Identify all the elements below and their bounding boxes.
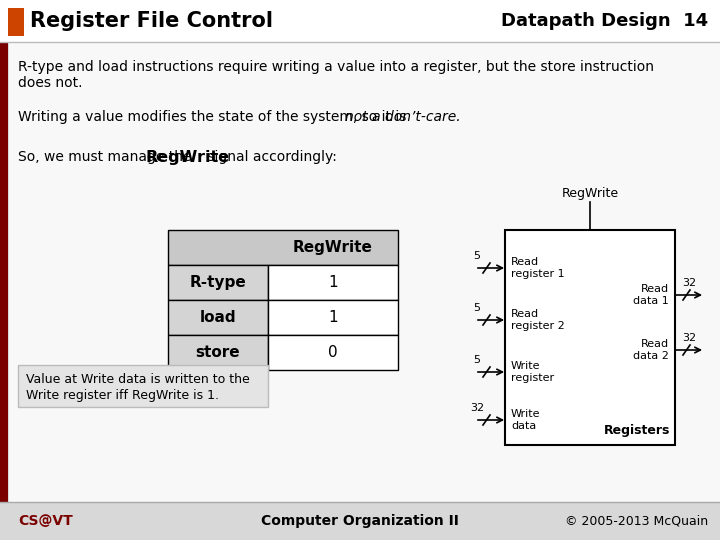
Text: 32: 32	[470, 403, 484, 413]
Text: Write
data: Write data	[511, 409, 541, 431]
Text: Read
data 2: Read data 2	[633, 339, 669, 361]
Text: 32: 32	[682, 278, 696, 288]
Bar	[18, 365, 268, 407]
Text: © 2005-2013 McQuain: © 2005-2013 McQuain	[565, 515, 708, 528]
Bar	[0, 0, 720, 42]
Bar	[8, 8, 24, 36]
Text: Read
register 1: Read register 1	[511, 257, 564, 279]
Text: 1: 1	[328, 275, 338, 290]
Text: R-type and load instructions require writing a value into a register, but the st: R-type and load instructions require wri…	[18, 60, 654, 74]
Text: RegWrite: RegWrite	[145, 150, 230, 165]
Text: signal accordingly:: signal accordingly:	[203, 150, 337, 164]
Text: 5: 5	[474, 251, 480, 261]
Text: load: load	[199, 310, 236, 325]
Text: Register File Control: Register File Control	[30, 11, 273, 31]
Bar	[505, 230, 675, 445]
Bar	[0, 42, 8, 502]
Text: Write register iff RegWrite is 1.: Write register iff RegWrite is 1.	[26, 389, 219, 402]
Text: So, we must manage the: So, we must manage the	[18, 150, 196, 164]
Text: Writing a value modifies the state of the system, so it is: Writing a value modifies the state of th…	[18, 110, 410, 124]
Text: RegWrite: RegWrite	[562, 187, 618, 200]
Text: Read
data 1: Read data 1	[634, 284, 669, 306]
Text: 5: 5	[474, 303, 480, 313]
Bar	[268, 265, 398, 300]
Text: does not.: does not.	[18, 76, 83, 90]
Text: 0: 0	[328, 345, 338, 360]
Text: Write
register: Write register	[511, 361, 554, 383]
Text: 32: 32	[682, 333, 696, 343]
Bar	[168, 300, 268, 335]
Text: Computer Organization II: Computer Organization II	[261, 514, 459, 528]
Text: Value at Write data is written to the: Value at Write data is written to the	[26, 373, 250, 386]
Bar	[268, 335, 398, 370]
Bar	[168, 265, 268, 300]
Text: CS@VT: CS@VT	[18, 514, 73, 528]
Text: Read
register 2: Read register 2	[511, 309, 564, 331]
Text: R-type: R-type	[189, 275, 246, 290]
Text: 1: 1	[328, 310, 338, 325]
Text: not a don’t-care.: not a don’t-care.	[346, 110, 461, 124]
Text: Datapath Design  14: Datapath Design 14	[501, 12, 708, 30]
Text: store: store	[196, 345, 240, 360]
Bar	[268, 300, 398, 335]
Bar	[168, 335, 268, 370]
Text: RegWrite: RegWrite	[293, 240, 373, 255]
Text: Registers: Registers	[603, 424, 670, 437]
Text: 5: 5	[474, 355, 480, 365]
Bar	[0, 502, 720, 540]
Bar	[168, 230, 398, 265]
